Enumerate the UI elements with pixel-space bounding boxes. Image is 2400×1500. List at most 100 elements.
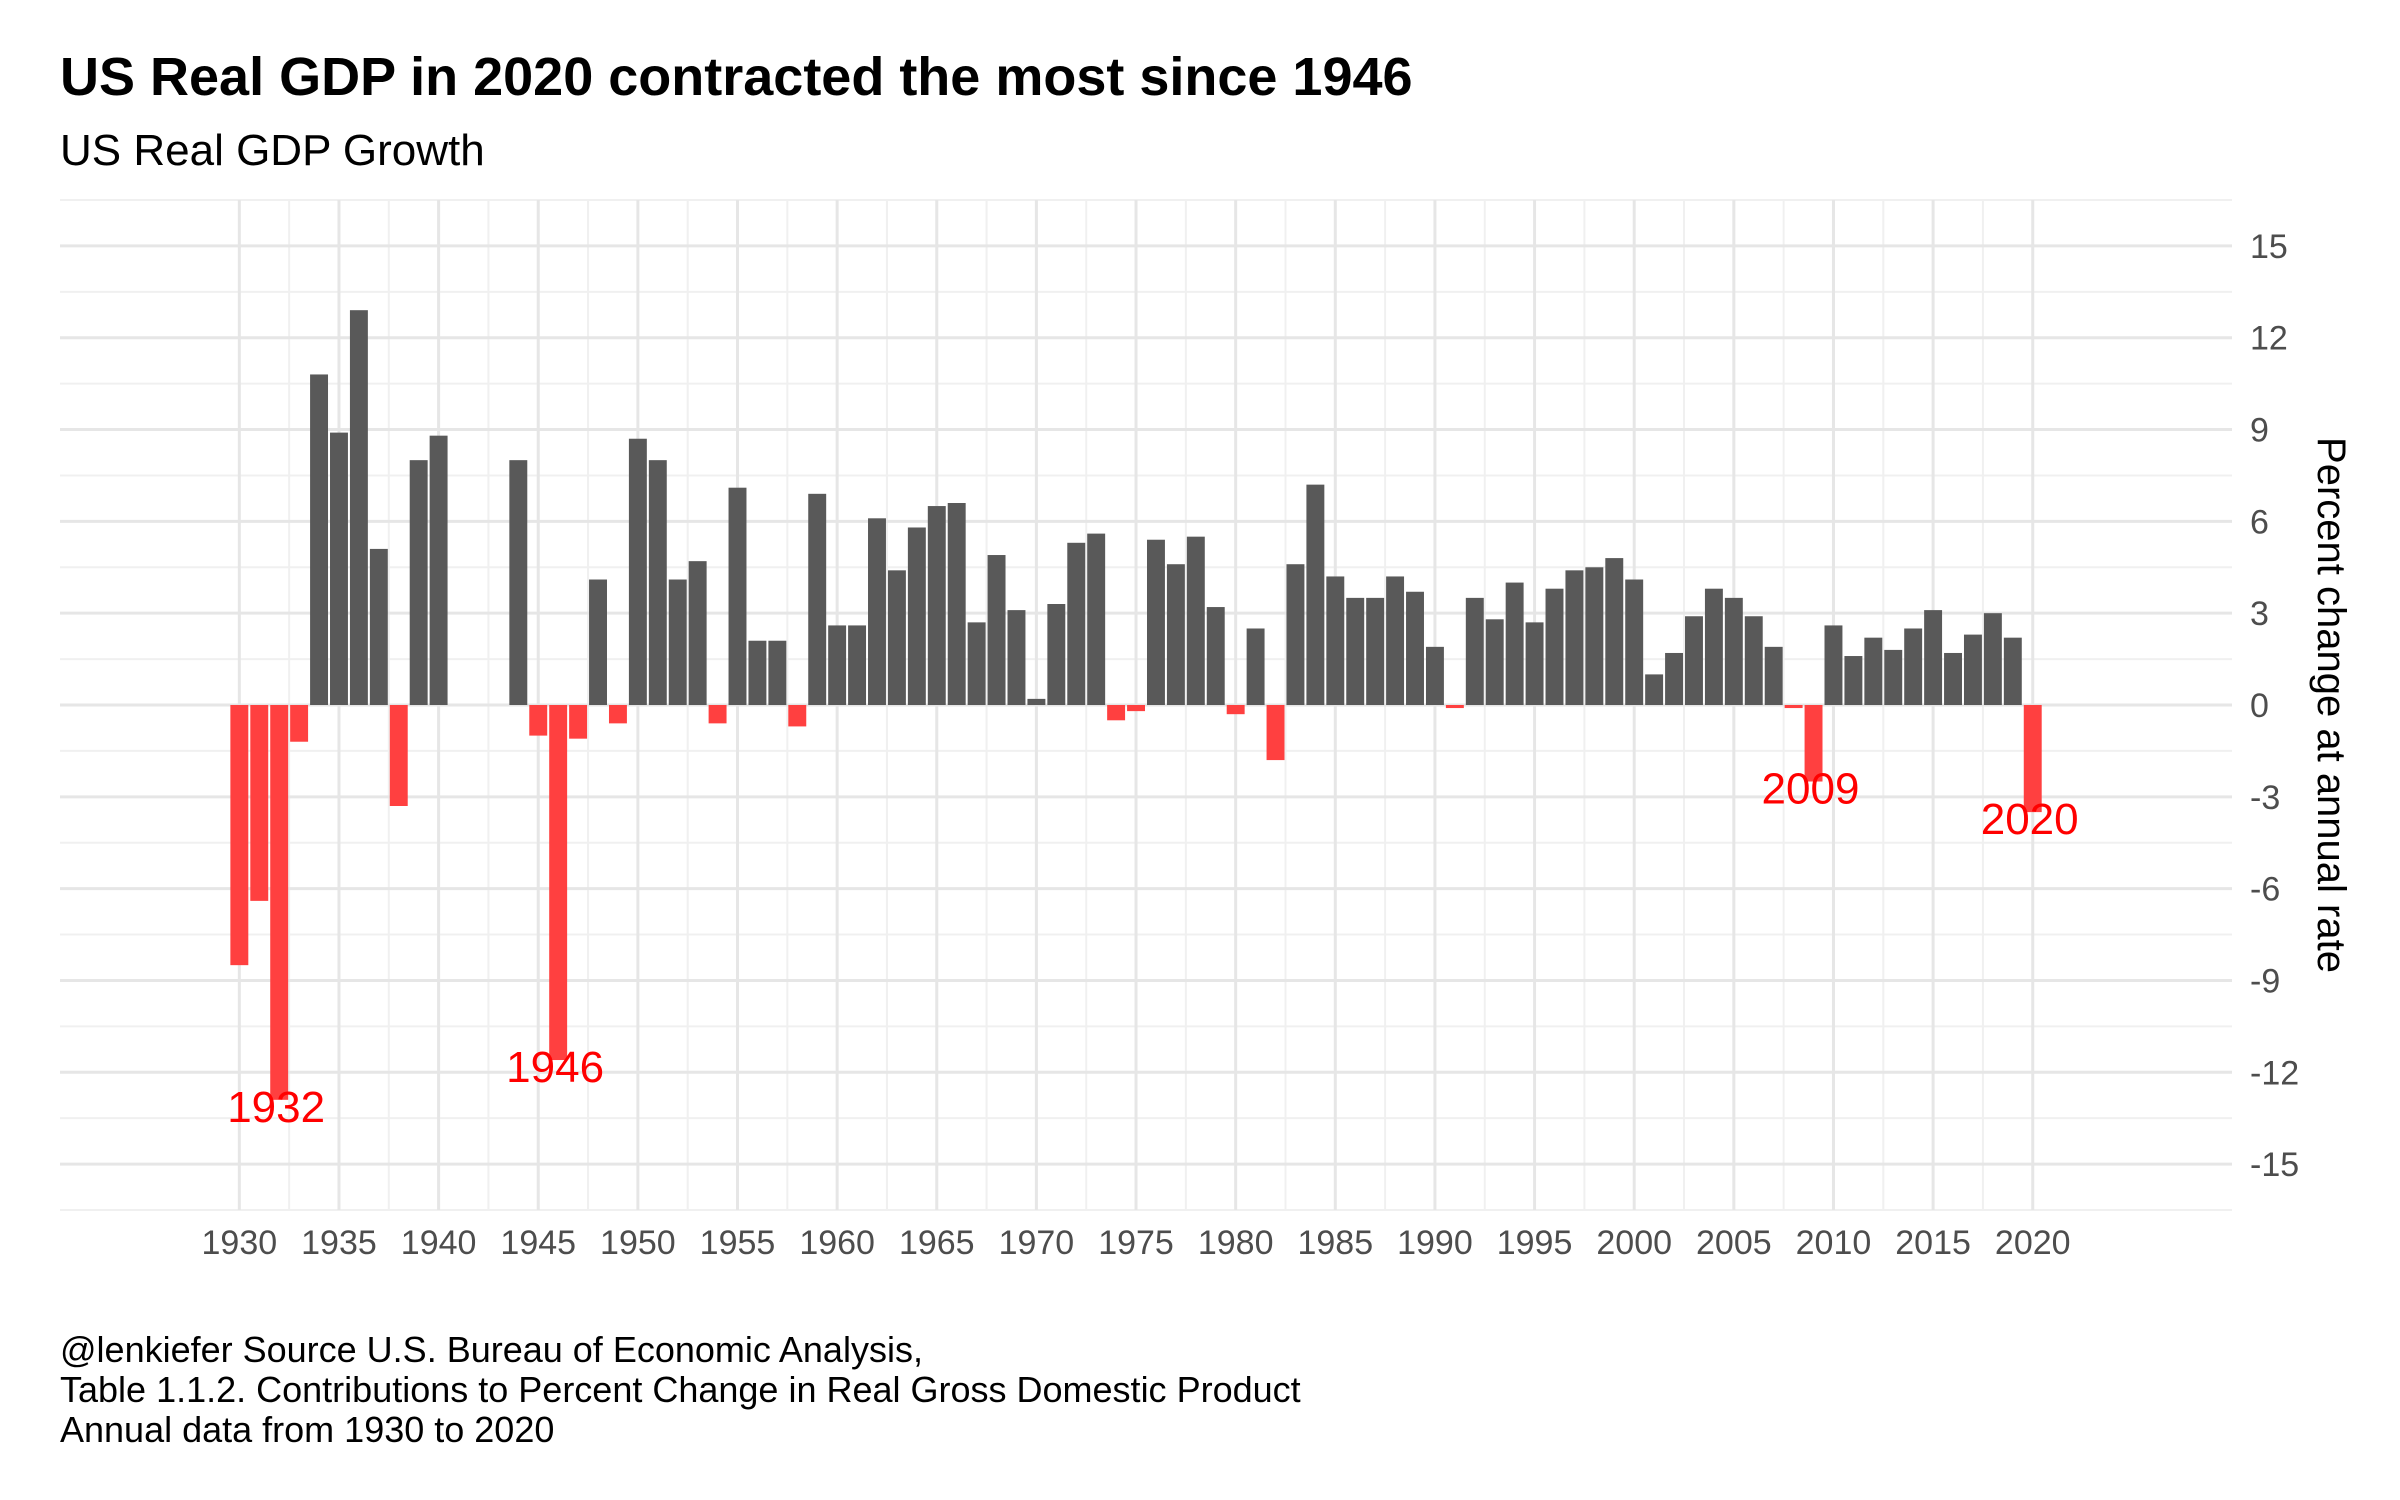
bar-1965: [927, 506, 946, 705]
x-tick-label: 1975: [1098, 1224, 1174, 1262]
bar-1983: [1286, 564, 1305, 705]
bar-1967: [967, 622, 986, 705]
bar-1932: [270, 705, 289, 1100]
bar-1962: [868, 518, 886, 705]
bar-1974: [1107, 705, 1126, 721]
bar-1996: [1545, 588, 1564, 705]
x-tick-label: 2010: [1796, 1224, 1872, 1262]
x-tick-label: 2000: [1596, 1224, 1672, 1262]
bar-1979: [1206, 607, 1225, 705]
bar-1935: [330, 432, 348, 705]
annotation-2009: 2009: [1762, 765, 1860, 814]
bar-1977: [1166, 564, 1185, 705]
bar-series: [230, 310, 2042, 1100]
x-tick-label: 1950: [600, 1224, 676, 1262]
bar-1936: [349, 310, 368, 705]
bar-2006: [1744, 616, 1763, 705]
bar-1993: [1485, 619, 1504, 705]
bar-1959: [808, 493, 827, 705]
x-tick-label: 1985: [1297, 1224, 1373, 1262]
bar-2019: [2003, 637, 2022, 705]
bar-1951: [648, 460, 667, 705]
bar-1957: [768, 640, 787, 705]
bar-1992: [1465, 597, 1484, 705]
bar-1966: [947, 503, 966, 705]
bar-1930: [230, 705, 249, 966]
x-tick-label: 1955: [700, 1224, 776, 1262]
bar-1931: [250, 705, 269, 901]
caption-line-source: @lenkiefer Source U.S. Bureau of Economi…: [60, 1329, 923, 1370]
bar-1975: [1127, 705, 1146, 712]
y-tick-label: -15: [2250, 1146, 2299, 1184]
bar-1988: [1386, 576, 1405, 705]
bar-1981: [1246, 628, 1265, 705]
bar-2020: [2023, 705, 2042, 813]
bar-1976: [1146, 539, 1165, 705]
bar-1978: [1186, 536, 1205, 705]
bar-1949: [608, 705, 627, 724]
y-axis-title: Percent change at annual rate: [2309, 437, 2353, 973]
bar-1937: [369, 548, 388, 705]
bar-1940: [429, 435, 448, 705]
annotation-1946: 1946: [506, 1043, 604, 1092]
bar-1986: [1346, 597, 1365, 705]
bar-1971: [1047, 604, 1066, 705]
x-tick-label: 1980: [1198, 1224, 1274, 1262]
y-tick-label: 15: [2250, 228, 2288, 266]
bar-2007: [1764, 646, 1783, 705]
bar-1994: [1505, 582, 1524, 705]
x-tick-label: 1945: [500, 1224, 576, 1262]
x-tick-label: 1995: [1497, 1224, 1573, 1262]
bar-1954: [708, 705, 727, 724]
year-annotations: 1932 1946 2009 2020: [227, 765, 2078, 1132]
bar-1991: [1445, 705, 1464, 709]
y-tick-label: 0: [2250, 687, 2269, 725]
bar-1984: [1306, 484, 1325, 705]
bar-1939: [409, 460, 428, 705]
y-tick-label: -12: [2250, 1054, 2299, 1092]
bar-1947: [569, 705, 588, 739]
x-tick-label: 1930: [202, 1224, 278, 1262]
annotation-1932: 1932: [227, 1083, 325, 1132]
y-tick-label: -9: [2250, 962, 2280, 1000]
bar-1998: [1585, 567, 1604, 705]
bar-1973: [1087, 533, 1106, 705]
bar-1987: [1366, 597, 1385, 705]
bar-1955: [728, 487, 747, 705]
bar-1964: [907, 527, 926, 705]
bar-2005: [1724, 597, 1743, 705]
bar-1934: [310, 374, 329, 705]
bar-1985: [1326, 576, 1345, 705]
bar-1969: [1007, 610, 1026, 705]
bar-2016: [1944, 652, 1962, 705]
y-tick-label: 6: [2250, 503, 2269, 541]
y-tick-label: 9: [2250, 412, 2269, 450]
bar-2008: [1784, 705, 1803, 709]
bar-1945: [529, 705, 548, 736]
bar-1968: [987, 555, 1006, 705]
x-tick-label: 1960: [799, 1224, 875, 1262]
bar-1990: [1425, 646, 1444, 705]
y-tick-label: 12: [2250, 320, 2288, 358]
bar-1980: [1226, 705, 1245, 715]
y-tick-label: 3: [2250, 595, 2269, 633]
bar-2015: [1924, 610, 1943, 705]
bar-1972: [1067, 542, 1086, 705]
bar-2009: [1804, 705, 1823, 782]
x-tick-label: 1940: [401, 1224, 477, 1262]
bar-1953: [688, 561, 707, 705]
bar-1952: [668, 579, 687, 705]
gdp-growth-bar-chart: 15 12 9 6 3 0 -3 -6 -9 -12 -15 1930 1935 1940 1945 195…: [60, 199, 2353, 1262]
y-tick-label: -6: [2250, 871, 2280, 909]
bar-1933: [290, 705, 309, 742]
caption-line-table: Table 1.1.2. Contributions to Percent Ch…: [60, 1369, 1301, 1410]
bar-1970: [1027, 698, 1046, 705]
caption-line-range: Annual data from 1930 to 2020: [60, 1409, 555, 1450]
x-tick-label: 1935: [301, 1224, 377, 1262]
y-tick-label: -3: [2250, 779, 2280, 817]
bar-1956: [748, 640, 767, 705]
bar-1946: [549, 705, 568, 1061]
bar-1989: [1406, 591, 1424, 705]
chart-caption: @lenkiefer Source U.S. Bureau of Economi…: [60, 1330, 1301, 1450]
bar-2018: [1983, 613, 2002, 705]
